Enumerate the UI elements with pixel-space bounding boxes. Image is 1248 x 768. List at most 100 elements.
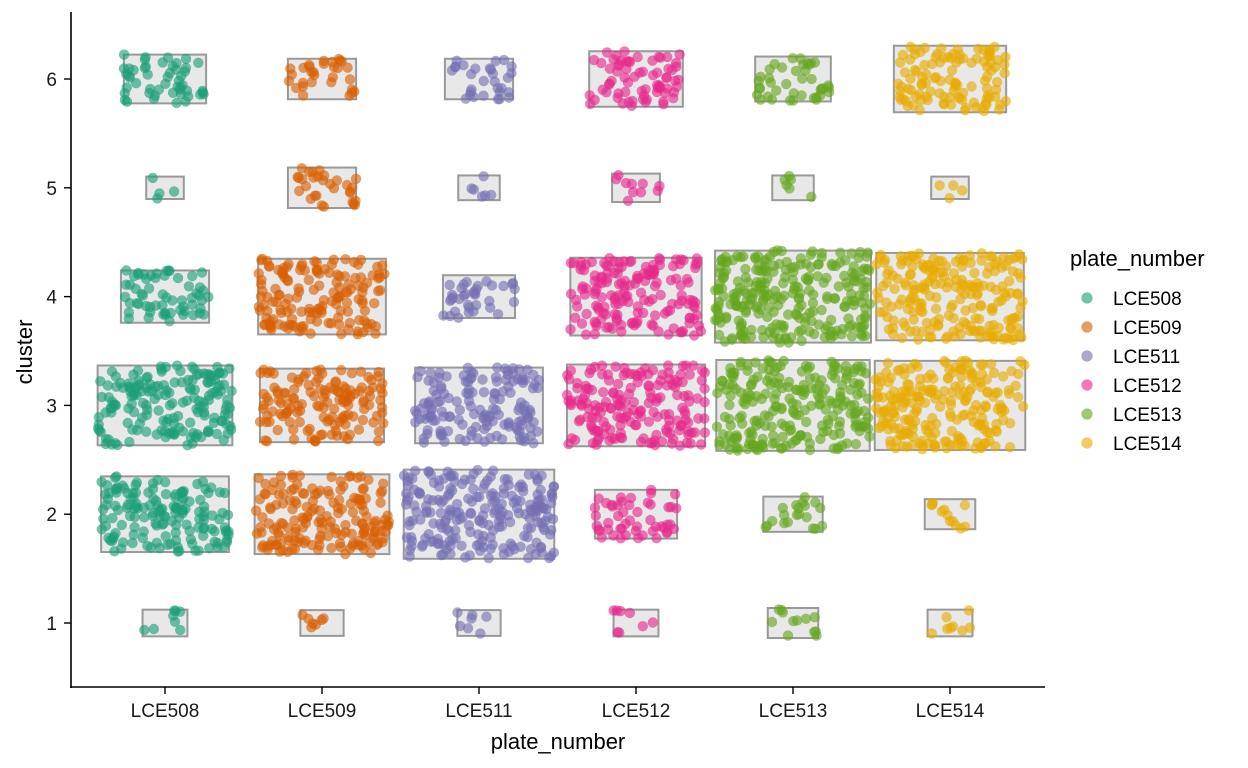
data-point <box>618 507 629 518</box>
data-point <box>486 189 497 201</box>
data-point <box>734 282 746 294</box>
data-point <box>758 332 769 343</box>
data-point <box>490 491 501 502</box>
data-point <box>179 66 191 77</box>
data-point <box>1005 323 1016 334</box>
data-point <box>977 359 989 370</box>
data-point <box>616 496 627 507</box>
data-point <box>273 395 285 406</box>
data-point <box>853 406 864 417</box>
data-point <box>284 416 295 428</box>
data-point <box>318 412 329 423</box>
data-point <box>879 406 890 418</box>
data-point <box>953 434 964 445</box>
data-point <box>254 416 266 427</box>
data-point <box>850 421 861 432</box>
data-point <box>781 78 792 90</box>
data-point <box>789 281 801 292</box>
data-point <box>976 368 988 380</box>
data-point <box>450 525 461 536</box>
data-point <box>945 411 957 422</box>
data-point <box>631 521 643 532</box>
data-point <box>809 612 820 623</box>
data-point <box>198 401 209 413</box>
data-point <box>621 63 632 75</box>
data-point <box>326 471 337 483</box>
data-point <box>749 415 760 427</box>
data-point <box>301 512 313 523</box>
data-point <box>948 180 959 191</box>
data-point <box>945 622 956 634</box>
data-point <box>663 502 674 513</box>
data-point <box>699 427 711 438</box>
data-point <box>532 426 543 437</box>
data-point <box>316 200 328 211</box>
data-point <box>957 410 968 421</box>
data-point <box>158 510 169 522</box>
data-point <box>342 62 353 73</box>
data-point <box>992 256 1003 267</box>
data-point <box>287 504 298 515</box>
data-point <box>297 173 308 185</box>
data-point <box>207 510 218 521</box>
data-point <box>225 421 236 432</box>
data-point <box>380 526 391 537</box>
data-point <box>915 95 927 106</box>
data-point <box>889 411 901 422</box>
data-point <box>862 263 873 275</box>
data-point <box>654 80 665 91</box>
data-point <box>879 257 890 268</box>
data-point <box>864 298 876 309</box>
data-point <box>304 61 315 72</box>
data-point <box>959 499 971 511</box>
data-point <box>779 518 790 529</box>
data-point <box>941 436 952 447</box>
data-point <box>456 540 467 551</box>
data-point <box>309 190 321 201</box>
data-point <box>444 411 456 422</box>
data-point <box>580 329 592 340</box>
data-point <box>523 469 534 480</box>
data-point <box>637 178 648 189</box>
data-point <box>617 98 628 109</box>
data-point <box>895 57 906 68</box>
data-point <box>897 402 908 413</box>
data-point <box>773 378 784 390</box>
data-point <box>160 531 171 542</box>
data-point <box>316 614 327 626</box>
data-point <box>358 282 369 293</box>
data-point <box>519 432 530 443</box>
data-point <box>836 329 847 340</box>
data-point <box>369 298 380 309</box>
data-point <box>805 262 817 273</box>
data-point <box>883 377 894 388</box>
data-point <box>688 360 699 371</box>
data-point <box>632 377 643 388</box>
data-point <box>96 524 108 535</box>
data-point <box>164 316 175 327</box>
data-point <box>422 428 433 440</box>
data-point <box>976 248 987 259</box>
data-point <box>198 285 209 296</box>
data-point <box>339 391 351 402</box>
data-point <box>317 429 328 440</box>
legend-swatch-LCE513 <box>1081 408 1093 420</box>
data-point <box>919 263 931 274</box>
data-point <box>769 58 780 70</box>
data-point <box>802 363 814 374</box>
data-point <box>798 379 809 391</box>
data-point <box>646 484 657 496</box>
data-point <box>628 397 639 408</box>
data-point <box>140 52 151 63</box>
x-tick-label: LCE514 <box>916 701 985 722</box>
data-point <box>608 387 619 398</box>
data-point <box>647 526 658 537</box>
data-point <box>262 410 273 421</box>
data-point <box>822 320 833 332</box>
data-point <box>129 522 140 533</box>
data-point <box>600 396 612 408</box>
data-point <box>512 373 523 385</box>
data-point <box>158 309 169 320</box>
legend-label-LCE512: LCE512 <box>1113 376 1182 397</box>
data-point <box>565 324 576 335</box>
